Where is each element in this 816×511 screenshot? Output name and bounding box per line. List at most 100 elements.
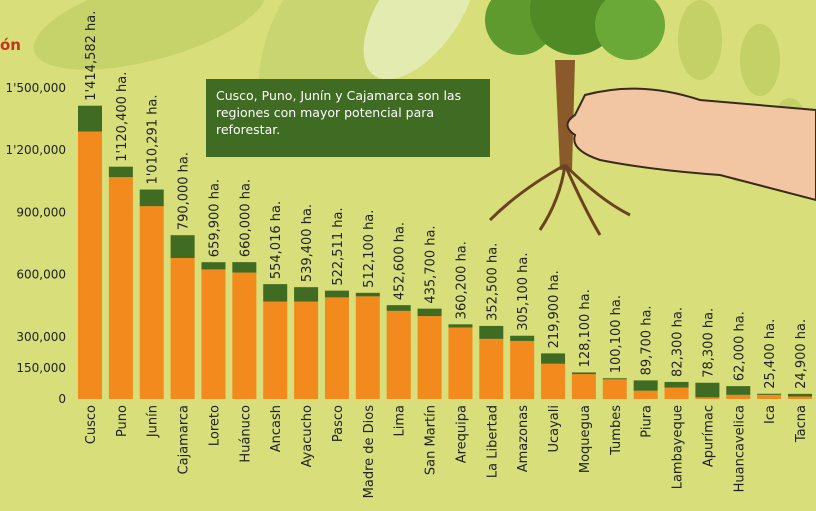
bar-segment <box>788 393 813 397</box>
bar-segment <box>386 310 411 399</box>
x-tick-label: Cajamarca <box>177 405 192 474</box>
bar-segment <box>263 301 288 399</box>
bar-segment <box>355 292 380 297</box>
total-label: 790,000 ha. <box>177 152 192 230</box>
x-tick-label: La Libertad <box>485 405 500 478</box>
bar-segment <box>108 177 133 399</box>
total-label: 62,000 ha. <box>732 311 747 381</box>
bar-segment <box>510 340 535 399</box>
total-label: 24,900 ha. <box>794 319 809 389</box>
x-tick-label: Pasco <box>331 405 346 442</box>
y-tick-label: 0 <box>58 392 66 406</box>
total-label: 435,700 ha. <box>424 225 439 303</box>
total-label: 1'120,400 ha. <box>115 72 130 162</box>
y-tick-label: 900,000 <box>16 205 66 219</box>
bar-segment <box>757 393 782 395</box>
total-label: 100,100 ha. <box>609 295 624 373</box>
bar-segment <box>510 335 535 341</box>
x-tick-label: Lima <box>393 405 408 436</box>
bar-segment <box>108 166 133 178</box>
total-label: 659,900 ha. <box>207 179 222 257</box>
total-label: 512,100 ha. <box>362 210 377 288</box>
bar-segment <box>448 324 473 328</box>
total-label: 219,900 ha. <box>547 270 562 348</box>
bar-segment <box>541 353 566 364</box>
y-tick-label: 150,000 <box>16 361 66 375</box>
bar-segment <box>479 325 504 339</box>
bar-segment <box>726 386 751 395</box>
bar-segment <box>139 189 164 207</box>
x-tick-label: Puno <box>115 405 130 437</box>
x-tick-label: Tumbes <box>609 405 624 456</box>
total-label: 78,300 ha. <box>701 308 716 378</box>
bar-segment <box>726 394 751 399</box>
bar-segment <box>571 374 596 399</box>
y-tick-label: 600,000 <box>16 268 66 282</box>
bar-segment <box>386 305 411 311</box>
x-tick-label: Lambayeque <box>671 405 686 489</box>
bar-segment <box>324 297 349 399</box>
bar-segment <box>232 262 257 273</box>
bar-segment <box>201 262 226 270</box>
total-label: 522,511 ha. <box>331 207 346 285</box>
tree-illustration <box>485 0 816 236</box>
x-tick-label: Piura <box>640 405 655 438</box>
bar-segment <box>448 327 473 399</box>
bar-segment <box>170 235 195 259</box>
x-tick-label: Cusco <box>84 405 99 444</box>
total-label: 305,100 ha. <box>516 253 531 331</box>
bar-segment <box>201 269 226 399</box>
bar-segment <box>355 296 380 399</box>
total-label: 660,000 ha. <box>238 179 253 257</box>
bar-segment <box>602 378 627 380</box>
bar-segment <box>695 397 720 399</box>
x-tick-label: Apurímac <box>701 405 716 467</box>
y-tick-label: 1'500,000 <box>5 81 66 95</box>
total-label: 89,700 ha. <box>640 305 655 375</box>
annotation: Cusco, Puno, Junín y Cajamarca son las r… <box>206 79 490 157</box>
bar-segment <box>788 396 813 399</box>
x-tick-label: Huánuco <box>238 405 253 463</box>
bar-segment <box>324 290 349 298</box>
x-tick-label: Amazonas <box>516 405 531 473</box>
bar-segment <box>232 272 257 399</box>
x-tick-label: San Martín <box>424 405 439 475</box>
bar-segment <box>479 338 504 399</box>
total-label: 25,400 ha. <box>763 319 778 389</box>
y-tick-label: 1'200,000 <box>5 143 66 157</box>
bar-segment <box>664 387 689 399</box>
x-tick-label: Loreto <box>207 405 222 446</box>
total-label: 1'010,291 ha. <box>146 94 161 184</box>
x-tick-label: Ica <box>763 405 778 424</box>
total-label: 1'414,582 ha. <box>84 11 99 101</box>
bar-segment <box>417 308 442 317</box>
x-tick-label: Ayacucho <box>300 405 315 467</box>
bar-segment <box>633 380 658 391</box>
total-label: 452,600 ha. <box>393 222 408 300</box>
y-tick-label: 300,000 <box>16 330 66 344</box>
total-label: 539,400 ha. <box>300 204 315 282</box>
bar-segment <box>78 105 102 132</box>
bar-segment <box>633 390 658 399</box>
chart-title: ón <box>0 36 21 54</box>
total-label: 554,016 ha. <box>269 201 284 279</box>
x-tick-label: Junín <box>146 405 161 438</box>
x-tick-label: Moquegua <box>578 405 593 473</box>
total-label: 352,500 ha. <box>485 243 500 321</box>
x-tick-label: Ucayali <box>547 405 562 453</box>
bar-segment <box>664 381 689 388</box>
x-tick-label: Ancash <box>269 405 284 452</box>
bar-segment <box>695 382 720 398</box>
bar-segment <box>571 372 596 375</box>
total-label: 360,200 ha. <box>454 241 469 319</box>
x-tick-label: Huancavelica <box>732 405 747 492</box>
bar-segment <box>757 394 782 399</box>
bar-segment <box>294 301 319 399</box>
bar-segment <box>139 206 164 399</box>
x-tick-label: Tacna <box>794 405 809 443</box>
bar-segment <box>263 284 288 302</box>
bar-segment <box>541 363 566 399</box>
bar-segment <box>170 258 195 399</box>
